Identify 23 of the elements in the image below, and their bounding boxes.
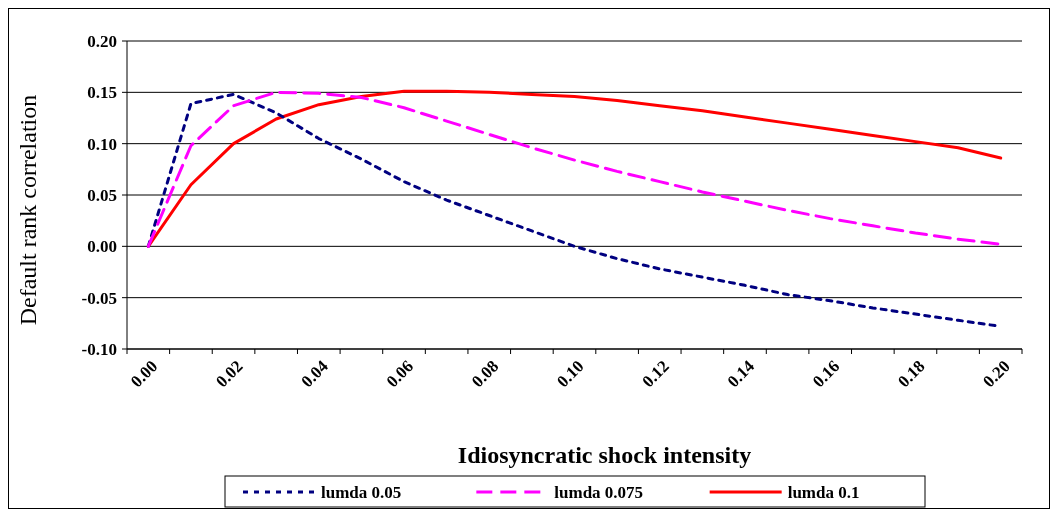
x-tick-label: 0.04 — [297, 356, 333, 392]
y-axis-title: Default rank correlation — [15, 94, 41, 326]
x-tick-label: 0.12 — [638, 356, 673, 392]
y-tick-label: -0.10 — [81, 339, 117, 359]
x-tick-label: 0.06 — [382, 356, 418, 392]
x-tick-label: 0.02 — [212, 356, 247, 392]
legend-label: lumda 0.05 — [321, 482, 402, 502]
y-tick-label: 0.00 — [87, 237, 117, 257]
legend-label: lumda 0.075 — [554, 482, 644, 502]
x-tick-label: 0.20 — [979, 356, 1014, 392]
y-tick-label: -0.05 — [81, 288, 117, 308]
x-tick-label: 0.14 — [723, 356, 759, 392]
y-tick-label: 0.20 — [87, 31, 117, 51]
x-tick-label: 0.00 — [126, 356, 162, 392]
x-axis-title: Idiosyncratic shock intensity — [457, 442, 752, 468]
y-tick-label: 0.10 — [87, 134, 117, 154]
x-tick-label: 0.18 — [894, 356, 929, 392]
x-tick-label: 0.16 — [808, 356, 844, 392]
x-tick-label: 0.10 — [553, 356, 588, 392]
y-tick-label: 0.05 — [87, 185, 117, 205]
y-tick-label: 0.15 — [87, 83, 117, 103]
legend-label: lumda 0.1 — [787, 482, 860, 502]
x-tick-label: 0.08 — [467, 356, 503, 392]
